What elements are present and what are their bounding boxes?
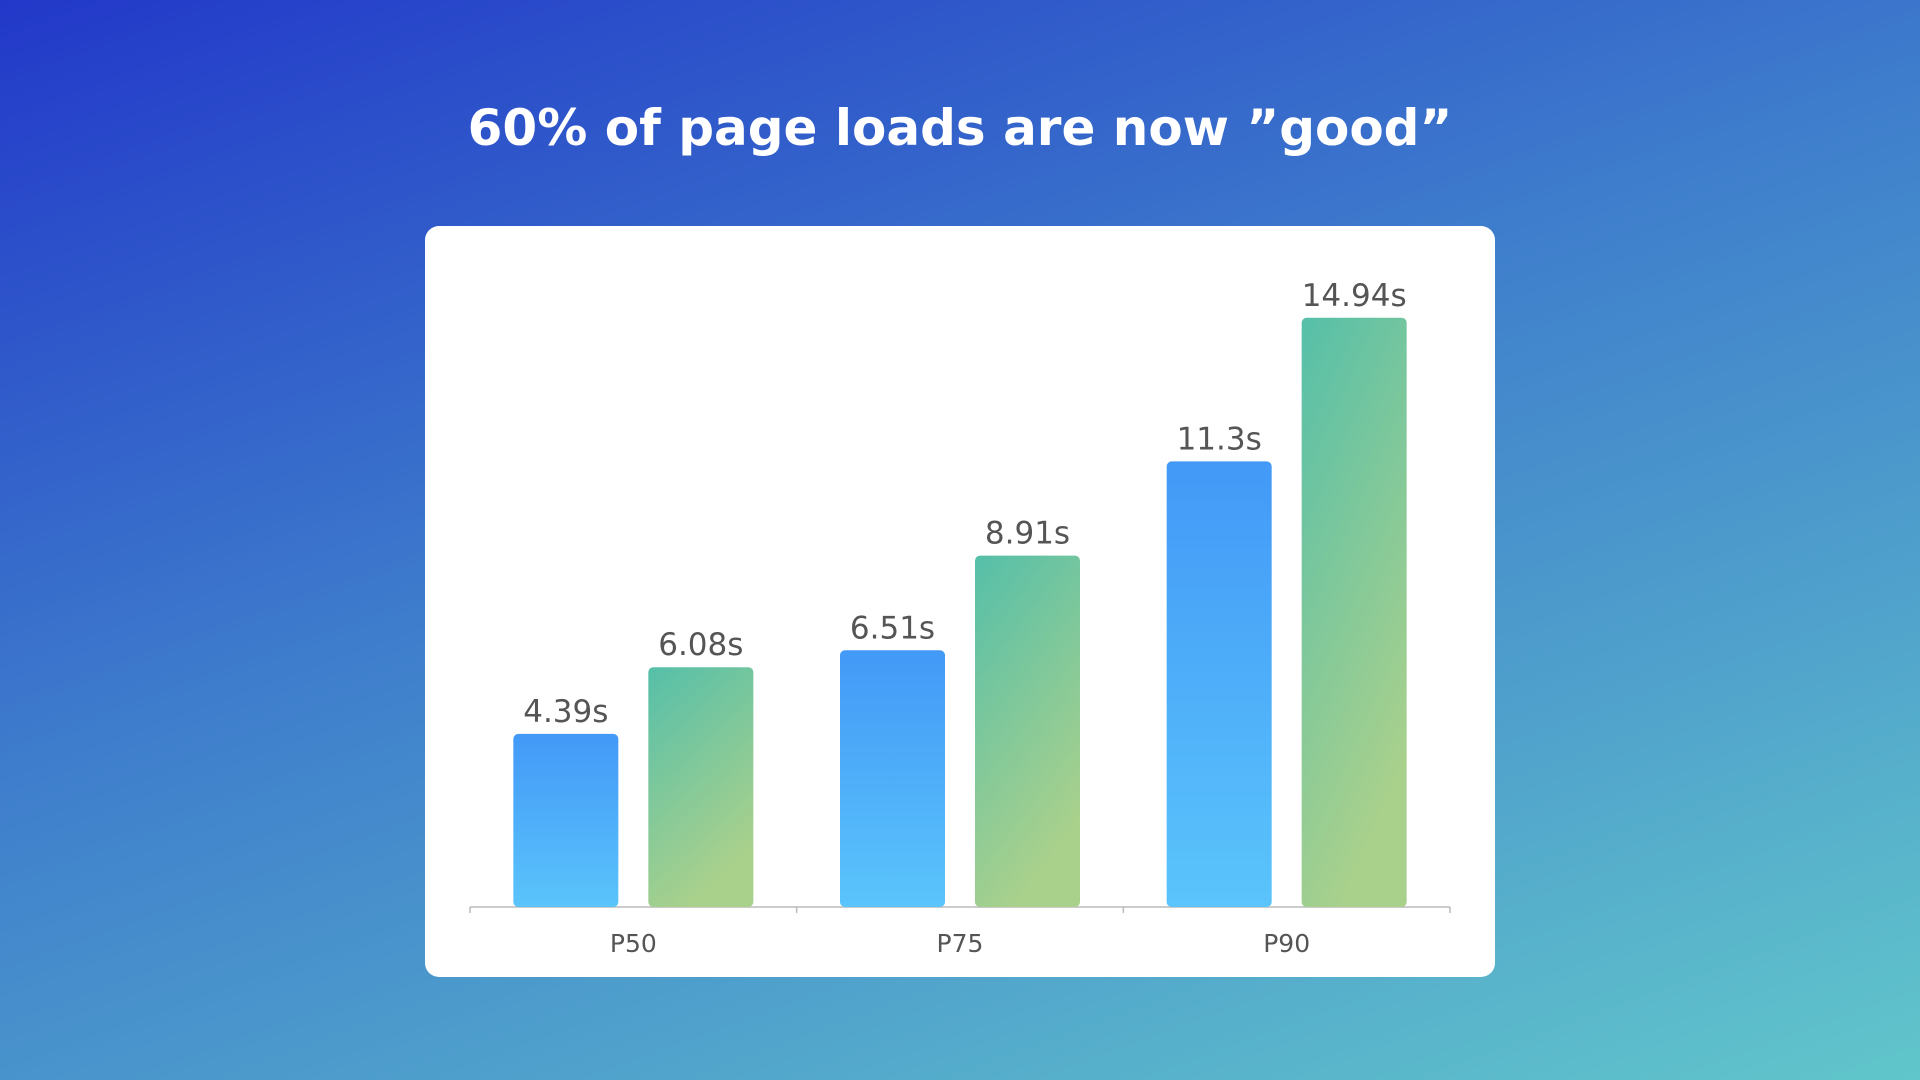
value-label: 14.94s — [1302, 278, 1407, 314]
value-label: 4.39s — [523, 694, 608, 730]
chart-title: 60% of page loads are now ”good” — [468, 99, 1453, 157]
bar — [840, 650, 945, 907]
value-label: 6.08s — [658, 627, 743, 663]
bar — [513, 733, 619, 907]
x-tick-label: P50 — [610, 929, 657, 958]
x-tick-label: P75 — [937, 929, 984, 958]
value-label: 8.91s — [985, 516, 1070, 552]
bar — [1166, 461, 1272, 907]
bar — [975, 555, 1080, 907]
value-label: 11.3s — [1177, 421, 1262, 457]
bar — [1301, 317, 1407, 908]
value-label: 6.51s — [850, 610, 935, 646]
x-tick-label: P90 — [1263, 929, 1310, 958]
bar — [648, 667, 754, 907]
